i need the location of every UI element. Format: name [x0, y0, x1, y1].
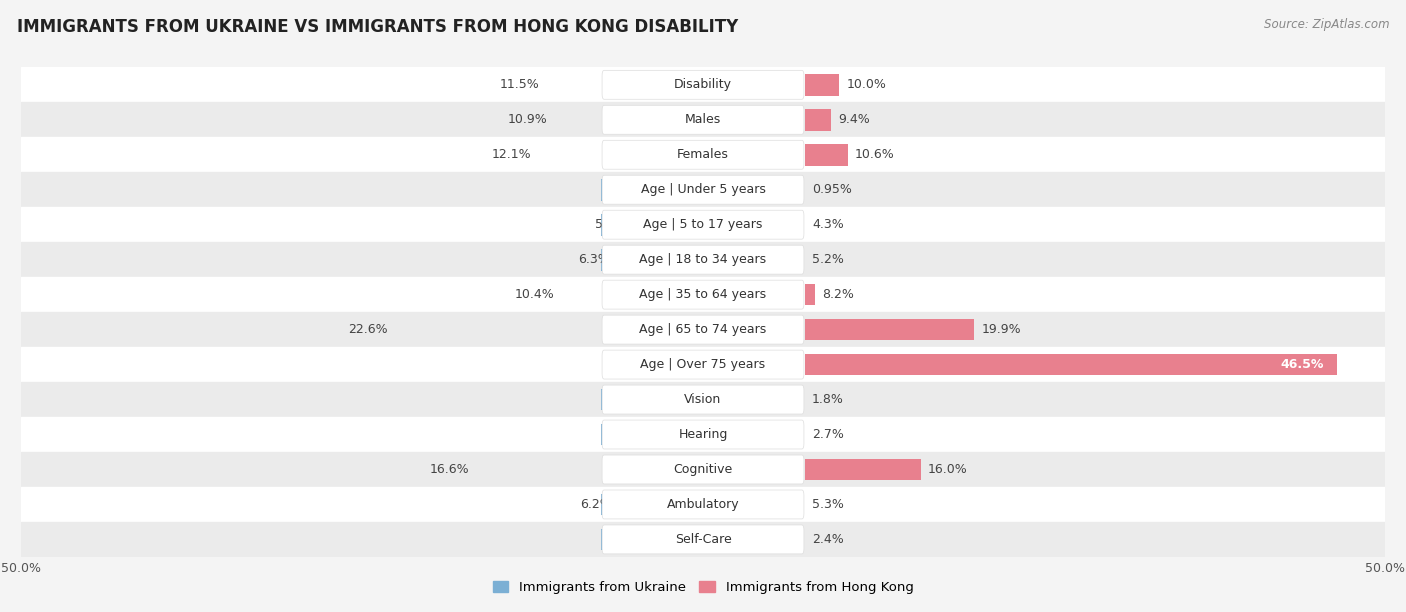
- Text: 1.0%: 1.0%: [651, 183, 682, 196]
- Bar: [21, 277, 1385, 312]
- Text: 0.95%: 0.95%: [813, 183, 852, 196]
- FancyBboxPatch shape: [602, 385, 804, 414]
- Bar: [21, 312, 1385, 347]
- FancyBboxPatch shape: [602, 175, 804, 204]
- Text: Vision: Vision: [685, 393, 721, 406]
- Text: 2.7%: 2.7%: [813, 428, 844, 441]
- Text: 5.2%: 5.2%: [813, 253, 844, 266]
- Bar: [21, 487, 1385, 522]
- FancyBboxPatch shape: [602, 211, 804, 239]
- Text: 5.1%: 5.1%: [595, 218, 627, 231]
- FancyBboxPatch shape: [602, 350, 804, 379]
- Bar: [21, 207, 1385, 242]
- Bar: [21, 137, 1385, 172]
- Text: 2.4%: 2.4%: [813, 533, 844, 546]
- Text: 2.7%: 2.7%: [627, 533, 659, 546]
- Text: IMMIGRANTS FROM UKRAINE VS IMMIGRANTS FROM HONG KONG DISABILITY: IMMIGRANTS FROM UKRAINE VS IMMIGRANTS FR…: [17, 18, 738, 36]
- FancyBboxPatch shape: [602, 280, 804, 309]
- Text: 2.1%: 2.1%: [636, 393, 668, 406]
- FancyBboxPatch shape: [602, 105, 804, 134]
- Text: 10.9%: 10.9%: [508, 113, 547, 126]
- Bar: [21, 522, 1385, 557]
- Bar: [21, 417, 1385, 452]
- Text: 3.0%: 3.0%: [623, 428, 655, 441]
- Bar: [806, 319, 974, 340]
- Bar: [806, 109, 831, 130]
- Bar: [21, 347, 1385, 382]
- Bar: [600, 424, 662, 446]
- Text: Males: Males: [685, 113, 721, 126]
- Text: 47.7%: 47.7%: [66, 358, 110, 371]
- FancyBboxPatch shape: [602, 490, 804, 519]
- Bar: [600, 389, 675, 411]
- Bar: [600, 214, 634, 236]
- Bar: [806, 144, 848, 166]
- Bar: [806, 458, 921, 480]
- Text: 22.6%: 22.6%: [349, 323, 388, 336]
- Text: Cognitive: Cognitive: [673, 463, 733, 476]
- Text: 11.5%: 11.5%: [499, 78, 540, 91]
- Text: 16.0%: 16.0%: [928, 463, 967, 476]
- Text: 12.1%: 12.1%: [492, 148, 531, 161]
- Bar: [21, 102, 1385, 137]
- Text: Self-Care: Self-Care: [675, 533, 731, 546]
- Bar: [600, 179, 689, 201]
- Text: Disability: Disability: [673, 78, 733, 91]
- Bar: [600, 494, 619, 515]
- Text: Source: ZipAtlas.com: Source: ZipAtlas.com: [1264, 18, 1389, 31]
- Bar: [21, 382, 1385, 417]
- FancyBboxPatch shape: [602, 70, 804, 99]
- Legend: Immigrants from Ukraine, Immigrants from Hong Kong: Immigrants from Ukraine, Immigrants from…: [492, 581, 914, 594]
- Bar: [21, 242, 1385, 277]
- Text: 10.4%: 10.4%: [515, 288, 554, 301]
- Text: 10.0%: 10.0%: [846, 78, 886, 91]
- Text: 4.3%: 4.3%: [813, 218, 844, 231]
- Text: Age | Over 75 years: Age | Over 75 years: [641, 358, 765, 371]
- Bar: [21, 172, 1385, 207]
- FancyBboxPatch shape: [602, 455, 804, 484]
- Text: Ambulatory: Ambulatory: [666, 498, 740, 511]
- Text: Age | 65 to 74 years: Age | 65 to 74 years: [640, 323, 766, 336]
- FancyBboxPatch shape: [602, 245, 804, 274]
- Bar: [806, 284, 815, 305]
- Bar: [600, 249, 617, 271]
- FancyBboxPatch shape: [602, 315, 804, 344]
- Text: 10.6%: 10.6%: [855, 148, 894, 161]
- Bar: [600, 529, 666, 550]
- Text: 19.9%: 19.9%: [981, 323, 1021, 336]
- Text: Age | Under 5 years: Age | Under 5 years: [641, 183, 765, 196]
- Text: 1.8%: 1.8%: [813, 393, 844, 406]
- FancyBboxPatch shape: [602, 140, 804, 169]
- Text: Age | 35 to 64 years: Age | 35 to 64 years: [640, 288, 766, 301]
- Bar: [21, 452, 1385, 487]
- Text: Age | 5 to 17 years: Age | 5 to 17 years: [644, 218, 762, 231]
- Text: 46.5%: 46.5%: [1281, 358, 1323, 371]
- FancyBboxPatch shape: [602, 420, 804, 449]
- Text: 8.2%: 8.2%: [821, 288, 853, 301]
- Text: Age | 18 to 34 years: Age | 18 to 34 years: [640, 253, 766, 266]
- Text: 6.3%: 6.3%: [578, 253, 610, 266]
- FancyBboxPatch shape: [602, 525, 804, 554]
- Text: 6.2%: 6.2%: [579, 498, 612, 511]
- Bar: [21, 67, 1385, 102]
- Text: 9.4%: 9.4%: [838, 113, 870, 126]
- Text: 5.3%: 5.3%: [813, 498, 844, 511]
- Bar: [806, 74, 839, 95]
- Text: 16.6%: 16.6%: [430, 463, 470, 476]
- Bar: [806, 354, 1337, 375]
- Text: Hearing: Hearing: [678, 428, 728, 441]
- Text: Females: Females: [678, 148, 728, 161]
